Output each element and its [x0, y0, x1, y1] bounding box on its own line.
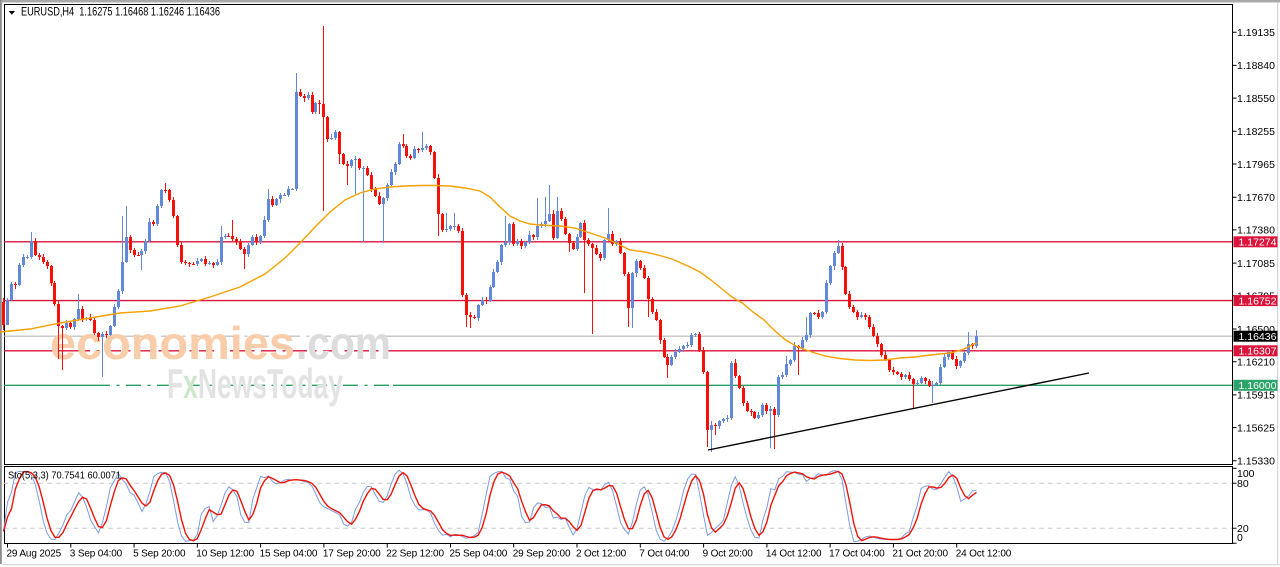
- svg-text:9 Oct 20:00: 9 Oct 20:00: [703, 549, 754, 560]
- svg-text:1.17670: 1.17670: [1237, 192, 1275, 204]
- svg-text:1.16752: 1.16752: [1239, 295, 1277, 307]
- svg-text:2 Oct 12:00: 2 Oct 12:00: [576, 549, 627, 560]
- svg-text:24 Oct 12:00: 24 Oct 12:00: [956, 549, 1012, 560]
- svg-text:FxNewsToday: FxNewsToday: [167, 360, 343, 407]
- svg-text:economies: economies: [50, 317, 295, 369]
- svg-text:29 Sep 20:00: 29 Sep 20:00: [513, 549, 571, 560]
- svg-text:1.17380: 1.17380: [1237, 225, 1275, 237]
- svg-text:EURUSD,H4 1.16275 1.16468 1.1: EURUSD,H4 1.16275 1.16468 1.16246 1.1643…: [21, 7, 220, 19]
- svg-text:1.18840: 1.18840: [1237, 60, 1275, 72]
- svg-text:1.18550: 1.18550: [1237, 93, 1275, 105]
- svg-text:17 Oct 04:00: 17 Oct 04:00: [829, 549, 885, 560]
- svg-text:3 Sep 04:00: 3 Sep 04:00: [70, 549, 123, 560]
- svg-text:1.18255: 1.18255: [1237, 126, 1275, 138]
- svg-text:.com: .com: [296, 317, 391, 369]
- svg-text:Sto(5,3,3) 70.7541 60.0071: Sto(5,3,3) 70.7541 60.0071: [8, 470, 121, 481]
- svg-text:7 Oct 04:00: 7 Oct 04:00: [639, 549, 690, 560]
- svg-text:1.17274: 1.17274: [1239, 237, 1277, 249]
- svg-text:1.15330: 1.15330: [1237, 456, 1275, 468]
- svg-text:14 Oct 12:00: 14 Oct 12:00: [766, 549, 822, 560]
- svg-text:17 Sep 20:00: 17 Sep 20:00: [323, 549, 381, 560]
- svg-text:21 Oct 20:00: 21 Oct 20:00: [892, 549, 948, 560]
- svg-text:15 Sep 04:00: 15 Sep 04:00: [260, 549, 318, 560]
- svg-text:20: 20: [1237, 523, 1249, 535]
- svg-text:1.16000: 1.16000: [1239, 380, 1277, 392]
- svg-text:5 Sep 20:00: 5 Sep 20:00: [133, 549, 186, 560]
- svg-text:100: 100: [1237, 468, 1255, 480]
- svg-text:25 Sep 04:00: 25 Sep 04:00: [450, 549, 508, 560]
- svg-text:1.15625: 1.15625: [1237, 422, 1275, 434]
- svg-text:1.16307: 1.16307: [1239, 346, 1277, 358]
- svg-text:0: 0: [1237, 532, 1243, 544]
- svg-text:22 Sep 12:00: 22 Sep 12:00: [386, 549, 444, 560]
- svg-text:10 Sep 12:00: 10 Sep 12:00: [196, 549, 254, 560]
- svg-text:1.15915: 1.15915: [1237, 390, 1275, 402]
- svg-text:80: 80: [1237, 478, 1249, 490]
- svg-text:1.19135: 1.19135: [1237, 27, 1275, 39]
- svg-text:1.16210: 1.16210: [1237, 357, 1275, 369]
- svg-text:1.17085: 1.17085: [1237, 258, 1275, 270]
- svg-text:1.16436: 1.16436: [1239, 331, 1277, 343]
- svg-text:1.17965: 1.17965: [1237, 159, 1275, 171]
- svg-text:29 Aug 2025: 29 Aug 2025: [7, 549, 62, 560]
